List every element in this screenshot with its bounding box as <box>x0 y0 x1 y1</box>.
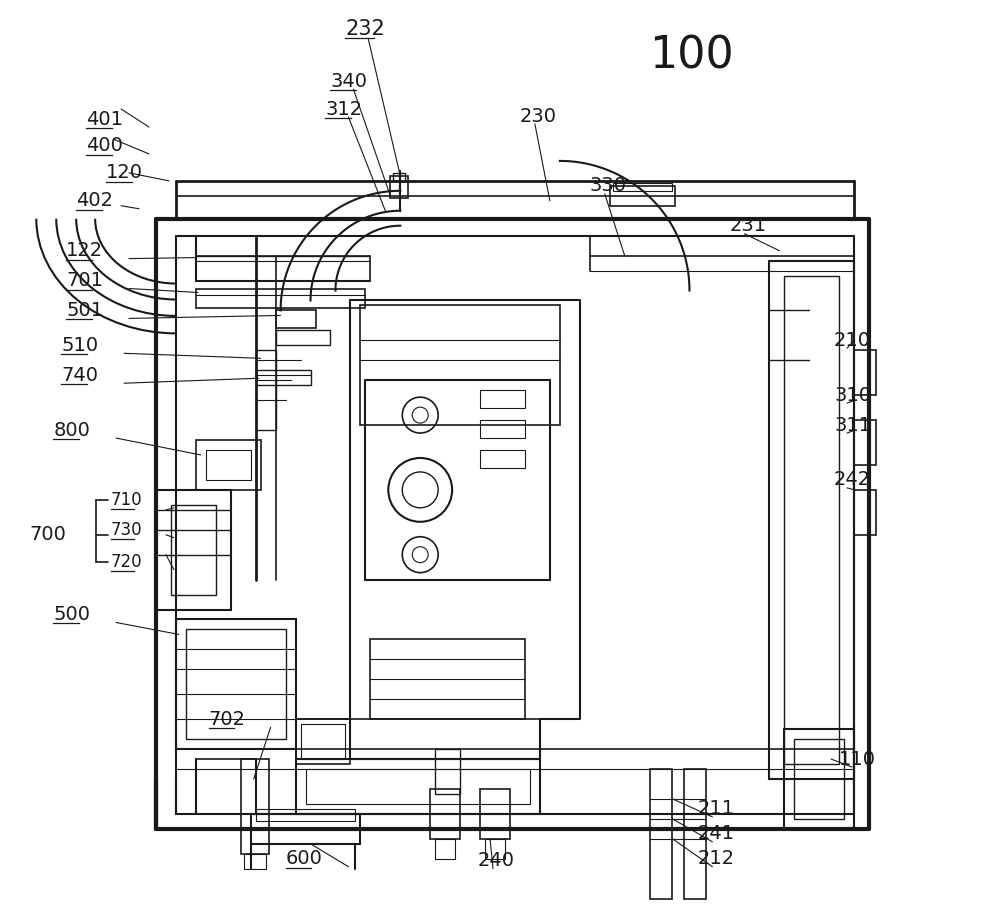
Text: 700: 700 <box>29 525 66 544</box>
Text: 710: 710 <box>111 491 143 509</box>
Bar <box>480 789 510 839</box>
Bar <box>241 759 269 853</box>
Bar <box>301 724 345 759</box>
Bar <box>360 306 560 425</box>
Bar <box>256 809 355 821</box>
Text: 800: 800 <box>53 421 90 440</box>
Bar <box>854 490 876 535</box>
Text: 401: 401 <box>86 110 123 129</box>
Bar <box>784 275 839 764</box>
Text: 312: 312 <box>325 100 363 119</box>
Text: 242: 242 <box>834 471 871 490</box>
Text: 500: 500 <box>53 605 90 624</box>
Bar <box>370 640 525 719</box>
Bar <box>435 749 460 794</box>
Text: 241: 241 <box>697 824 735 843</box>
Bar <box>196 289 365 309</box>
Text: 720: 720 <box>111 553 143 571</box>
Bar <box>256 350 276 430</box>
Text: 510: 510 <box>61 336 98 355</box>
Text: 400: 400 <box>86 137 123 156</box>
Bar <box>196 440 261 490</box>
Bar <box>485 839 505 859</box>
Text: 310: 310 <box>834 386 871 405</box>
Bar <box>794 739 844 819</box>
Text: 110: 110 <box>839 749 876 768</box>
Bar <box>206 450 251 480</box>
Text: 740: 740 <box>61 366 98 385</box>
Text: 232: 232 <box>345 19 385 39</box>
Bar <box>613 183 672 191</box>
Text: 120: 120 <box>106 164 143 183</box>
Bar <box>650 769 672 899</box>
Bar <box>684 769 706 899</box>
Text: 100: 100 <box>650 34 734 78</box>
Bar <box>854 420 876 465</box>
Text: 230: 230 <box>520 107 557 126</box>
Text: 701: 701 <box>66 271 103 290</box>
Bar <box>610 186 675 205</box>
Text: 211: 211 <box>697 799 735 818</box>
Bar <box>256 370 311 386</box>
Bar <box>296 719 350 764</box>
Bar <box>176 620 296 749</box>
Bar <box>480 420 525 438</box>
Text: 730: 730 <box>111 520 143 538</box>
Text: 240: 240 <box>478 852 515 871</box>
Bar <box>306 769 530 804</box>
Bar <box>156 490 231 609</box>
Text: 330: 330 <box>590 176 627 195</box>
Text: 311: 311 <box>834 415 871 434</box>
Text: 210: 210 <box>834 331 871 350</box>
Bar <box>276 330 330 346</box>
Bar <box>784 729 854 829</box>
Bar <box>435 839 455 859</box>
Text: 212: 212 <box>697 849 735 868</box>
Bar <box>390 176 408 198</box>
Text: 501: 501 <box>66 301 103 320</box>
Text: 702: 702 <box>209 710 246 729</box>
Bar <box>430 789 460 839</box>
Bar <box>186 630 286 739</box>
Bar <box>244 853 266 869</box>
Bar <box>393 173 405 181</box>
Bar <box>769 261 854 779</box>
Bar <box>854 350 876 395</box>
Bar <box>276 310 316 329</box>
Bar <box>296 759 540 814</box>
Text: 340: 340 <box>330 71 367 90</box>
Bar <box>365 380 550 579</box>
Text: 600: 600 <box>286 849 322 868</box>
Bar <box>171 505 216 595</box>
Bar <box>196 255 370 281</box>
Bar <box>480 390 525 408</box>
Text: 122: 122 <box>66 241 103 260</box>
Text: 231: 231 <box>729 216 766 235</box>
Bar <box>251 814 360 843</box>
Bar <box>480 450 525 468</box>
Text: 402: 402 <box>76 191 113 210</box>
